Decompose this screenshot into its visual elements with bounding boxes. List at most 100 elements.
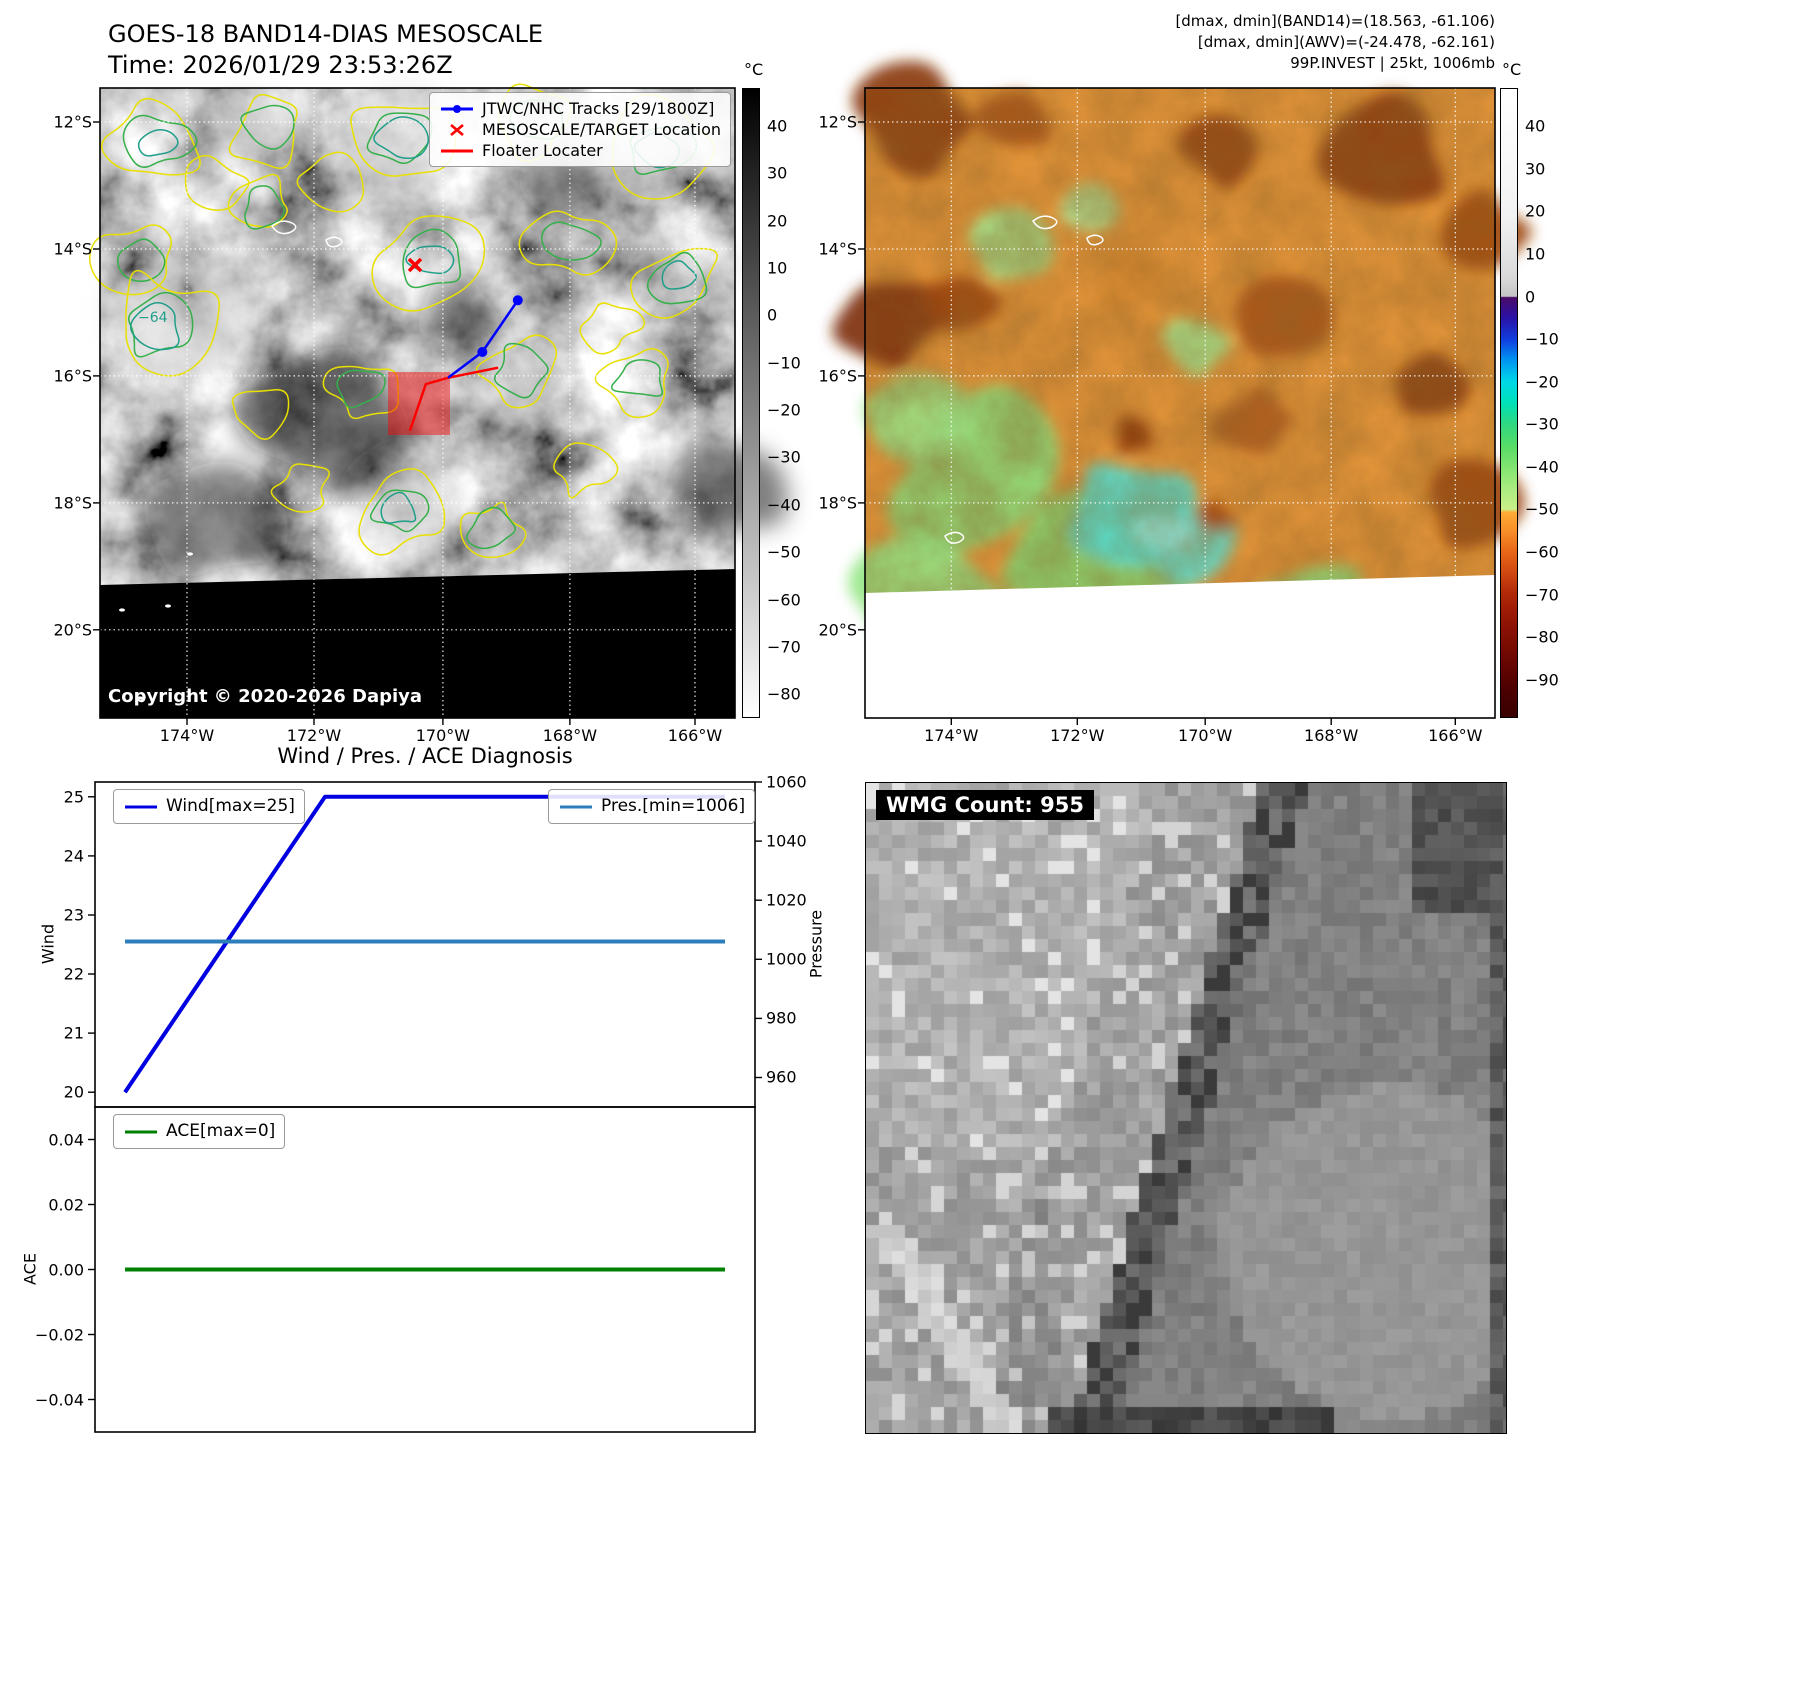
band14-title: GOES-18 BAND14-DIAS MESOSCALE xyxy=(108,20,544,48)
ace-ytick-label: 0.02 xyxy=(48,1195,84,1214)
wind-pressure-series-line-0 xyxy=(123,794,725,1094)
contour-teal xyxy=(130,301,180,351)
band14-colorbar-tick-label: −30 xyxy=(767,447,801,467)
map-frame xyxy=(864,87,1496,719)
contour-yellow xyxy=(89,224,172,296)
contour-green xyxy=(244,185,285,230)
awv-xtick-label: 170°W xyxy=(1178,726,1233,745)
ace-legend-item-label: ACE[max=0] xyxy=(166,1121,276,1141)
awv-no-data-region xyxy=(865,575,1495,718)
band14-legend-item-1-marker-x xyxy=(450,123,464,136)
contour-green xyxy=(240,104,295,150)
annotation-awv-dmax-dmin: [dmax, dmin](AWV)=(-24.478, -62.161) xyxy=(1197,33,1495,51)
contour-teal xyxy=(137,129,179,157)
awv-colorbar-tick-label: −10 xyxy=(1525,329,1559,349)
contour-yellow xyxy=(322,365,400,420)
wind-pressure-chart xyxy=(88,781,762,1108)
ace-legend: ACE[max=0] xyxy=(113,1114,286,1149)
contour-yellow xyxy=(553,442,619,499)
island-outline xyxy=(944,531,965,544)
contour-green xyxy=(402,228,462,289)
awv-xtick-label: 166°W xyxy=(1428,726,1483,745)
band14-ytick-label: 12°S xyxy=(53,112,92,132)
wind-pressure-right-ytick-label: 1040 xyxy=(766,831,807,851)
legend-x-sample xyxy=(450,123,464,136)
awv-colorbar-tick-label: 30 xyxy=(1525,159,1546,179)
contour-yellow xyxy=(630,247,718,319)
ace-legend-item: ACE[max=0] xyxy=(123,1120,275,1143)
awv-colorbar xyxy=(1500,88,1518,718)
band14-colorbar-tick-label: −80 xyxy=(767,684,801,704)
awv-colorbar-tick-label: −90 xyxy=(1525,670,1559,690)
wind-axis-label: Wind xyxy=(38,923,58,965)
wind-pressure-ytick-label: 22 xyxy=(63,964,84,984)
island-outline xyxy=(325,236,343,248)
awv-colorbar-tick-label: 0 xyxy=(1525,287,1536,307)
island-outline xyxy=(1032,215,1058,230)
island-speck xyxy=(165,604,171,608)
pressure-legend-item-marker-line xyxy=(560,805,592,808)
contour-green xyxy=(116,238,166,283)
contour-green xyxy=(541,221,602,261)
contour-yellow xyxy=(100,98,201,176)
awv-colorbar-tick-label: −30 xyxy=(1525,414,1559,434)
ace-frame xyxy=(94,1106,756,1433)
band14-xtick-label: 174°W xyxy=(159,726,215,745)
awv-colorbar-tick-label: −70 xyxy=(1525,585,1559,605)
contour-teal xyxy=(405,245,455,275)
awv-colorbar-tick-label: 10 xyxy=(1525,244,1546,264)
island-speck xyxy=(187,552,193,556)
band14-legend-item-0-label: JTWC/NHC Tracks [29/1800Z] xyxy=(482,99,715,118)
contour-teal xyxy=(380,491,417,524)
wmg-satellite-image xyxy=(865,782,1507,1434)
wind-pressure-right-ytick-label: 1000 xyxy=(766,949,807,969)
band14-time-subtitle: Time: 2026/01/29 23:53:26Z xyxy=(108,51,453,79)
band14-colorbar-tick-label: 10 xyxy=(767,258,788,278)
contour-yellow xyxy=(125,269,220,377)
contour-green xyxy=(366,112,433,164)
contour-value-label: −64 xyxy=(138,310,168,326)
floater-track-line xyxy=(408,366,499,432)
wmg-count-badge: WMG Count: 955 xyxy=(876,790,1094,820)
band14-ytick-label: 18°S xyxy=(53,493,92,513)
band14-colorbar-tick-label: −10 xyxy=(767,353,801,373)
ace-ytick-label: −0.02 xyxy=(34,1325,84,1344)
band14-xtick-label: 166°W xyxy=(667,726,723,745)
band14-colorbar-tick-label: 40 xyxy=(767,116,788,136)
island-outline xyxy=(1086,234,1104,246)
island-speck xyxy=(137,696,143,700)
pressure-axis-label: Pressure xyxy=(806,909,826,979)
awv-ytick-label: 12°S xyxy=(818,112,857,132)
ace-ytick-label: 0.00 xyxy=(48,1260,84,1279)
no-data-region xyxy=(100,569,735,718)
wind-pressure-ytick-label: 21 xyxy=(63,1023,84,1043)
band14-legend-item-0-marker-line-dots xyxy=(441,104,474,113)
contour-green xyxy=(646,251,708,305)
band14-colorbar-tick-label: 30 xyxy=(767,163,788,183)
contour-teal xyxy=(661,260,697,290)
band14-xtick-label: 172°W xyxy=(286,726,342,745)
ace-ytick-label: −0.04 xyxy=(34,1390,84,1409)
wind-pressure-ytick-label: 25 xyxy=(63,787,84,807)
awv-colorbar-tick-label: −40 xyxy=(1525,457,1559,477)
band14-legend-item-2-marker-line xyxy=(441,149,474,152)
copyright-text: Copyright © 2020-2026 Dapiya xyxy=(108,686,423,707)
awv-satellite-map xyxy=(832,61,1532,725)
band14-xtick-label: 170°W xyxy=(415,726,471,745)
contour-yellow xyxy=(184,154,250,211)
awv-colorbar-tick-label: −80 xyxy=(1525,627,1559,647)
awv-colorbar-tick-label: 40 xyxy=(1525,116,1546,136)
band14-satellite-map: −64 xyxy=(89,83,788,725)
target-x-marker xyxy=(407,257,423,273)
awv-colorbar-tick-label: −50 xyxy=(1525,499,1559,519)
wind-pressure-ytick-label: 23 xyxy=(63,905,84,925)
map-frame xyxy=(99,87,736,719)
pressure-legend-item-label: Pres.[min=1006] xyxy=(601,796,746,816)
legend-dot-sample xyxy=(453,104,462,113)
contour-yellow xyxy=(594,348,669,419)
awv-ytick-label: 18°S xyxy=(818,493,857,513)
band14-colorbar-tick-label: −50 xyxy=(767,542,801,562)
band14-ytick-label: 14°S xyxy=(53,239,92,259)
awv-colorbar-tick-label: −20 xyxy=(1525,372,1559,392)
